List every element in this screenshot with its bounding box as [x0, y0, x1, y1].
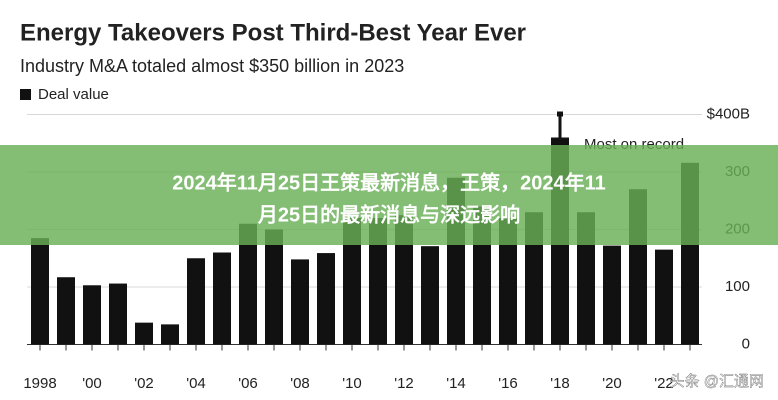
- bar: [31, 238, 49, 345]
- bar: [265, 229, 283, 345]
- bar: [395, 215, 413, 345]
- bar: [525, 212, 543, 345]
- bar: [343, 218, 361, 345]
- x-tick-label: '08: [290, 375, 310, 392]
- x-tick-label: '20: [602, 375, 622, 392]
- watermark: 头条 @汇通网: [670, 373, 764, 390]
- overlay-banner: [0, 145, 778, 245]
- x-tick-label: '18: [550, 375, 570, 392]
- x-tick-label: 1998: [23, 375, 56, 392]
- x-tick-label: '04: [186, 375, 206, 392]
- bar: [499, 218, 517, 345]
- chart-subtitle: Industry M&A totaled almost $350 billion…: [20, 56, 404, 76]
- bar: [213, 252, 231, 345]
- y-tick-label: $400B: [707, 105, 750, 122]
- overlay-line: 2024年11月25日王策最新消息，王策，2024年11: [172, 170, 606, 194]
- bar: [239, 223, 257, 345]
- bar: [655, 249, 673, 345]
- bar: [421, 246, 439, 345]
- bar: [317, 253, 335, 345]
- bar: [369, 218, 387, 345]
- x-tick-label: '22: [654, 375, 674, 392]
- bar: [603, 245, 621, 345]
- bar: [109, 283, 127, 345]
- x-tick-label: '06: [238, 375, 258, 392]
- bar: [577, 212, 595, 345]
- bar: [187, 258, 205, 345]
- bar: [135, 322, 153, 345]
- x-tick-label: '14: [446, 375, 466, 392]
- chart-title: Energy Takeovers Post Third-Best Year Ev…: [20, 19, 526, 46]
- x-tick-label: '10: [342, 375, 362, 392]
- bar: [291, 259, 309, 345]
- bar: [83, 285, 101, 345]
- legend-label: Deal value: [38, 86, 109, 103]
- y-tick-label: 0: [742, 335, 750, 352]
- x-tick-label: '16: [498, 375, 518, 392]
- y-tick-label: 100: [725, 278, 750, 295]
- x-tick-label: '00: [82, 375, 102, 392]
- overlay-line: 月25日的最新消息与深远影响: [257, 202, 520, 226]
- record-marker-cap: [557, 111, 563, 117]
- x-tick-label: '02: [134, 375, 154, 392]
- legend-swatch: [20, 89, 31, 100]
- bar: [57, 277, 75, 345]
- x-tick-label: '12: [394, 375, 414, 392]
- bar: [161, 324, 179, 345]
